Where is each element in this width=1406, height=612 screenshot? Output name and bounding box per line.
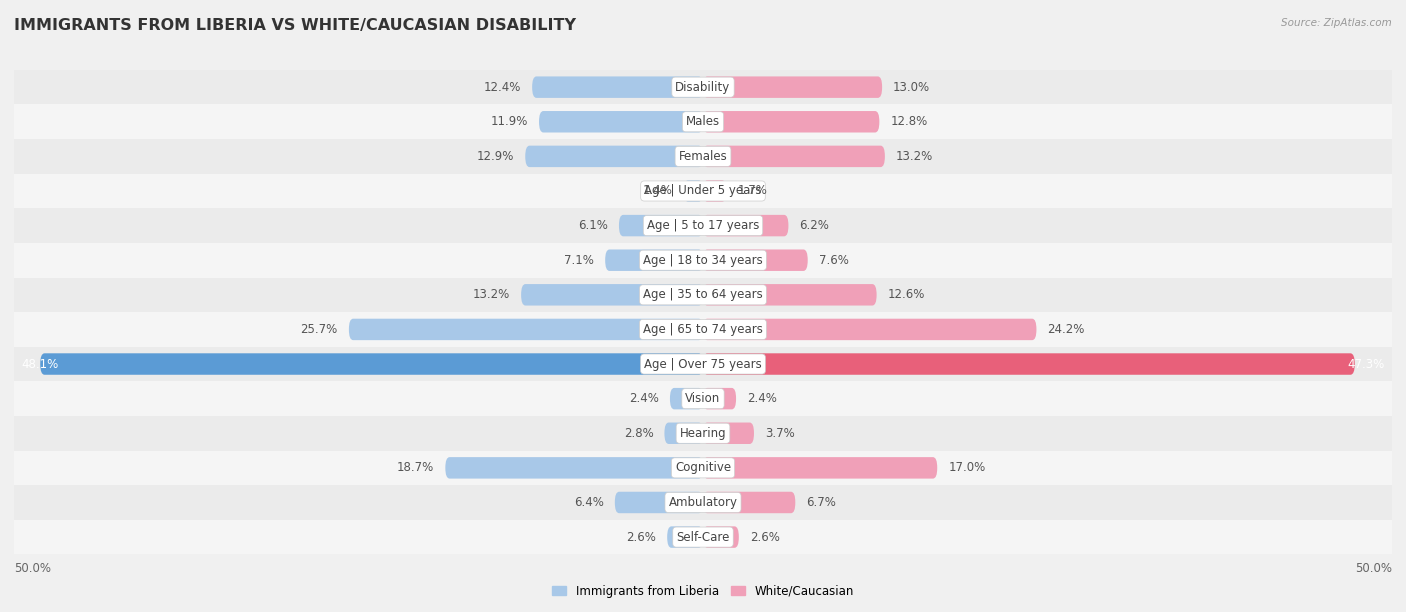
FancyBboxPatch shape xyxy=(703,457,938,479)
Text: 1.7%: 1.7% xyxy=(738,184,768,198)
FancyBboxPatch shape xyxy=(703,422,754,444)
FancyBboxPatch shape xyxy=(531,76,703,98)
Bar xyxy=(14,347,1392,381)
Legend: Immigrants from Liberia, White/Caucasian: Immigrants from Liberia, White/Caucasian xyxy=(547,580,859,602)
Bar xyxy=(14,485,1392,520)
Text: 7.6%: 7.6% xyxy=(818,254,849,267)
Bar xyxy=(14,416,1392,450)
FancyBboxPatch shape xyxy=(619,215,703,236)
Text: 2.4%: 2.4% xyxy=(747,392,778,405)
Text: 25.7%: 25.7% xyxy=(301,323,337,336)
FancyBboxPatch shape xyxy=(605,250,703,271)
Bar xyxy=(14,243,1392,277)
Bar xyxy=(14,381,1392,416)
Text: Females: Females xyxy=(679,150,727,163)
Text: 48.1%: 48.1% xyxy=(21,357,58,370)
FancyBboxPatch shape xyxy=(703,250,807,271)
FancyBboxPatch shape xyxy=(668,526,703,548)
Text: Cognitive: Cognitive xyxy=(675,461,731,474)
Text: 24.2%: 24.2% xyxy=(1047,323,1085,336)
FancyBboxPatch shape xyxy=(703,319,1036,340)
Text: Source: ZipAtlas.com: Source: ZipAtlas.com xyxy=(1281,18,1392,28)
FancyBboxPatch shape xyxy=(526,146,703,167)
Text: 6.1%: 6.1% xyxy=(578,219,607,232)
Bar xyxy=(14,277,1392,312)
Text: 18.7%: 18.7% xyxy=(396,461,434,474)
Text: 11.9%: 11.9% xyxy=(491,115,529,129)
Text: 12.8%: 12.8% xyxy=(890,115,928,129)
Bar xyxy=(14,174,1392,208)
FancyBboxPatch shape xyxy=(703,492,796,513)
Text: 1.4%: 1.4% xyxy=(643,184,672,198)
Bar xyxy=(14,450,1392,485)
Text: 13.2%: 13.2% xyxy=(472,288,510,301)
Text: Hearing: Hearing xyxy=(679,427,727,440)
FancyBboxPatch shape xyxy=(703,284,876,305)
Text: Age | 18 to 34 years: Age | 18 to 34 years xyxy=(643,254,763,267)
Bar xyxy=(14,139,1392,174)
Text: 6.4%: 6.4% xyxy=(574,496,603,509)
Text: 2.6%: 2.6% xyxy=(749,531,780,543)
FancyBboxPatch shape xyxy=(41,353,703,375)
FancyBboxPatch shape xyxy=(446,457,703,479)
Text: 12.6%: 12.6% xyxy=(887,288,925,301)
Text: 12.4%: 12.4% xyxy=(484,81,522,94)
Text: 12.9%: 12.9% xyxy=(477,150,515,163)
Bar xyxy=(14,70,1392,105)
FancyBboxPatch shape xyxy=(614,492,703,513)
Text: Age | Under 5 years: Age | Under 5 years xyxy=(644,184,762,198)
FancyBboxPatch shape xyxy=(703,181,727,202)
Text: 50.0%: 50.0% xyxy=(1355,562,1392,575)
FancyBboxPatch shape xyxy=(538,111,703,132)
Bar xyxy=(14,312,1392,347)
Text: 50.0%: 50.0% xyxy=(14,562,51,575)
FancyBboxPatch shape xyxy=(703,146,884,167)
Text: Self-Care: Self-Care xyxy=(676,531,730,543)
FancyBboxPatch shape xyxy=(665,422,703,444)
Text: Ambulatory: Ambulatory xyxy=(668,496,738,509)
Text: IMMIGRANTS FROM LIBERIA VS WHITE/CAUCASIAN DISABILITY: IMMIGRANTS FROM LIBERIA VS WHITE/CAUCASI… xyxy=(14,18,576,34)
Bar xyxy=(14,208,1392,243)
FancyBboxPatch shape xyxy=(703,526,738,548)
Text: 7.1%: 7.1% xyxy=(564,254,595,267)
Bar xyxy=(14,520,1392,554)
Text: 2.4%: 2.4% xyxy=(628,392,659,405)
FancyBboxPatch shape xyxy=(703,111,879,132)
Text: 13.0%: 13.0% xyxy=(893,81,931,94)
FancyBboxPatch shape xyxy=(703,353,1355,375)
Text: 6.2%: 6.2% xyxy=(800,219,830,232)
Text: Vision: Vision xyxy=(685,392,721,405)
Text: Age | 35 to 64 years: Age | 35 to 64 years xyxy=(643,288,763,301)
FancyBboxPatch shape xyxy=(703,76,882,98)
FancyBboxPatch shape xyxy=(349,319,703,340)
Text: 2.8%: 2.8% xyxy=(624,427,654,440)
Text: Disability: Disability xyxy=(675,81,731,94)
Text: Age | 5 to 17 years: Age | 5 to 17 years xyxy=(647,219,759,232)
FancyBboxPatch shape xyxy=(522,284,703,305)
Text: 13.2%: 13.2% xyxy=(896,150,934,163)
Text: Age | 65 to 74 years: Age | 65 to 74 years xyxy=(643,323,763,336)
Bar xyxy=(14,105,1392,139)
Text: 2.6%: 2.6% xyxy=(626,531,657,543)
FancyBboxPatch shape xyxy=(703,215,789,236)
Text: 6.7%: 6.7% xyxy=(807,496,837,509)
FancyBboxPatch shape xyxy=(683,181,703,202)
Text: 3.7%: 3.7% xyxy=(765,427,794,440)
Text: 17.0%: 17.0% xyxy=(948,461,986,474)
Text: Males: Males xyxy=(686,115,720,129)
Text: 47.3%: 47.3% xyxy=(1348,357,1385,370)
FancyBboxPatch shape xyxy=(703,388,737,409)
FancyBboxPatch shape xyxy=(669,388,703,409)
Text: Age | Over 75 years: Age | Over 75 years xyxy=(644,357,762,370)
